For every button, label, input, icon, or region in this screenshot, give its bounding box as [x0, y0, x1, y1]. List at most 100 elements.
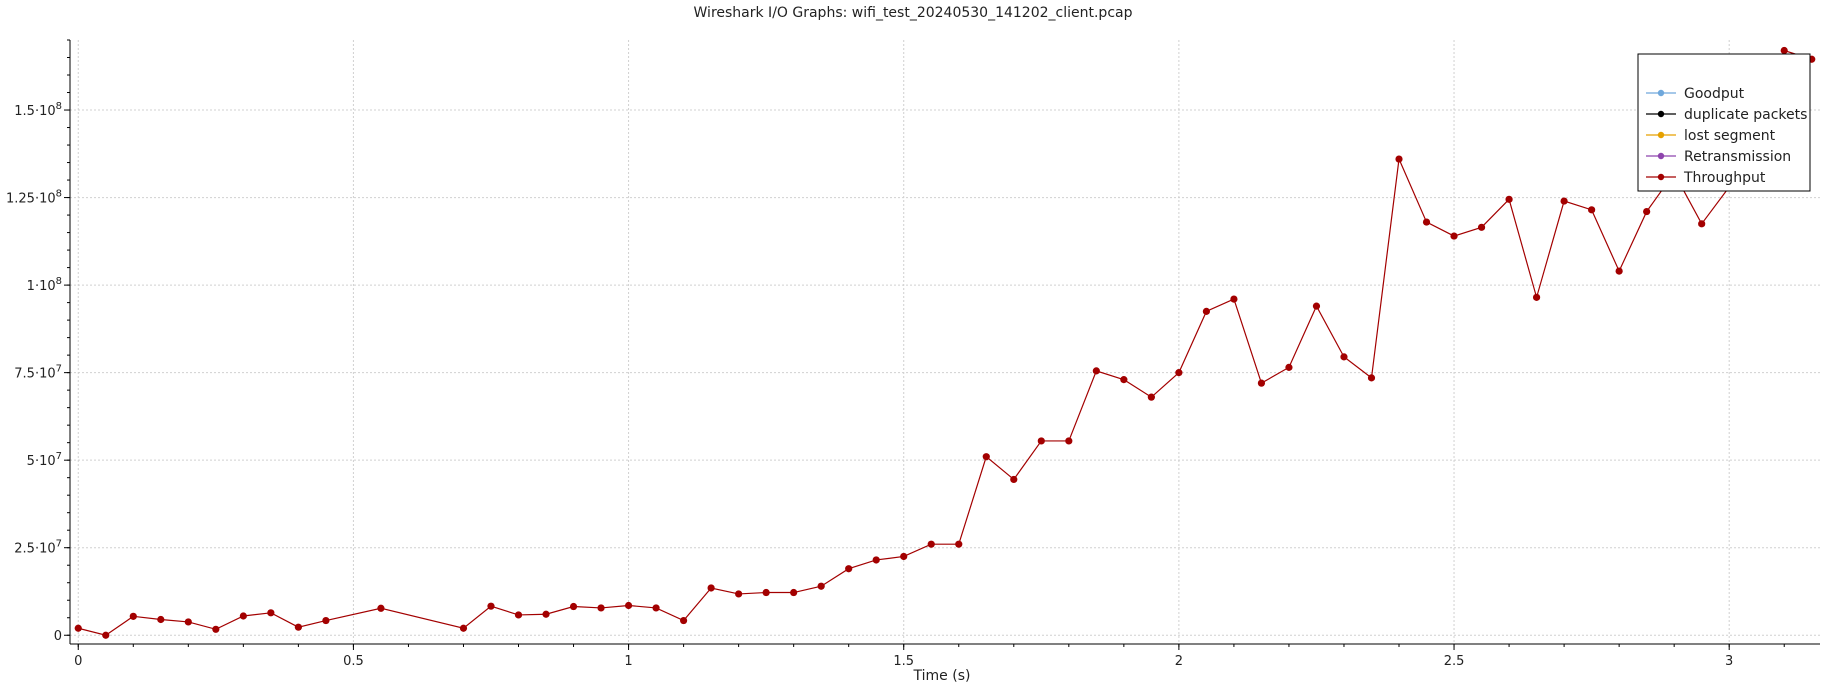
data-point [1450, 232, 1458, 240]
data-point [982, 453, 990, 461]
data-point [1175, 369, 1183, 377]
data-point [762, 588, 770, 597]
data-point [1065, 437, 1073, 445]
x-tick-label: 2.5 [1444, 654, 1465, 669]
legend-marker [1657, 89, 1665, 97]
y-tick-label-exponent: 8 [56, 276, 62, 287]
data-point [569, 602, 578, 611]
data-point [212, 625, 220, 633]
legend-label: duplicate packets [1684, 107, 1807, 123]
y-tick-label: 5·107 [27, 451, 62, 469]
data-point [1285, 363, 1293, 371]
data-point [1615, 267, 1623, 275]
data-point [845, 565, 853, 573]
data-point [872, 556, 880, 564]
x-tick-label: 0 [74, 654, 82, 669]
y-tick-label-exponent: 8 [56, 101, 62, 112]
data-point [1560, 197, 1568, 205]
y-tick-label-exponent: 7 [56, 451, 62, 462]
data-point [1340, 353, 1348, 361]
data-point [927, 540, 935, 548]
data-point [1588, 206, 1596, 214]
series-layer [74, 46, 1816, 639]
data-point [1422, 218, 1431, 226]
data-point [1230, 295, 1238, 303]
y-tick-label-base: 5·10 [27, 454, 56, 469]
data-point [1643, 207, 1651, 216]
x-tick-label: 3 [1725, 654, 1733, 669]
data-point [1532, 293, 1541, 301]
data-point [1037, 437, 1045, 445]
x-axis-label: Time (s) [913, 668, 971, 684]
legend-marker [1657, 173, 1665, 181]
y-tick-label: 0 [54, 629, 62, 644]
data-point [735, 590, 743, 598]
data-point [1120, 376, 1128, 384]
data-point [487, 602, 495, 610]
data-point [1780, 46, 1788, 55]
data-point [542, 610, 550, 618]
data-point [1202, 307, 1210, 315]
y-tick-label-exponent: 7 [56, 539, 62, 550]
y-tick-label-exponent: 7 [56, 364, 62, 375]
data-point [267, 609, 275, 617]
data-point [294, 623, 302, 631]
x-tick-label: 1 [624, 654, 632, 669]
data-point [707, 584, 715, 592]
data-point [322, 616, 330, 625]
y-tick-label-exponent: 8 [56, 189, 62, 200]
data-point [102, 631, 110, 639]
data-point [900, 552, 908, 561]
y-tick-label-base: 1·10 [27, 279, 56, 294]
y-tick-label: 7.5·107 [14, 364, 62, 382]
data-point [1257, 379, 1266, 387]
data-point [459, 624, 468, 632]
data-point [790, 588, 798, 597]
y-tick-label: 1·108 [27, 276, 62, 294]
axes-layer: 0 0.5 1 1.5 2 2.5 302.5·1075·1077.5·1071·1081.… [6, 39, 1820, 669]
data-point [129, 612, 137, 620]
y-tick-label: 2.5·107 [14, 539, 62, 557]
legend: Goodput duplicate packets lost segment Retr… [1637, 53, 1811, 192]
grid-layer [70, 40, 1820, 644]
data-point [1395, 155, 1403, 163]
y-tick-label: 1.25·108 [6, 189, 62, 207]
chart-title: Wireshark I/O Graphs: wifi_test_20240530… [694, 5, 1133, 21]
data-point [955, 540, 963, 548]
data-point [624, 601, 633, 610]
legend-marker [1657, 131, 1665, 139]
data-point [157, 615, 165, 624]
legend-label: lost segment [1684, 128, 1776, 144]
y-tick-label-base: 0 [54, 629, 62, 644]
y-tick-label-base: 1.25·10 [6, 192, 56, 207]
data-point [239, 612, 247, 620]
data-point [1147, 393, 1155, 401]
data-point [1477, 223, 1486, 231]
x-tick-label: 0.5 [343, 654, 364, 669]
data-point [1312, 302, 1321, 310]
data-point [1698, 220, 1706, 228]
y-tick-label-base: 7.5·10 [14, 367, 55, 382]
data-point [652, 604, 660, 612]
data-point [1010, 475, 1018, 484]
y-tick-label-base: 1.5·10 [14, 104, 55, 119]
data-point [680, 616, 688, 625]
y-tick-label-base: 2.5·10 [14, 542, 55, 557]
legend-label: Goodput [1684, 86, 1745, 102]
data-point [1092, 367, 1100, 375]
legend-marker [1657, 110, 1665, 118]
data-point [597, 604, 605, 612]
legend-label: Retransmission [1684, 149, 1791, 165]
x-tick-label: 1.5 [893, 654, 914, 669]
y-tick-label: 1.5·108 [14, 101, 62, 119]
data-point [514, 611, 523, 619]
data-point [1505, 195, 1513, 203]
legend-marker [1657, 152, 1665, 160]
legend-box [1637, 53, 1811, 192]
legend-label: Throughput [1683, 170, 1766, 186]
data-point [1367, 374, 1376, 382]
data-point [817, 582, 825, 590]
data-point [74, 624, 82, 632]
data-point [184, 618, 192, 626]
